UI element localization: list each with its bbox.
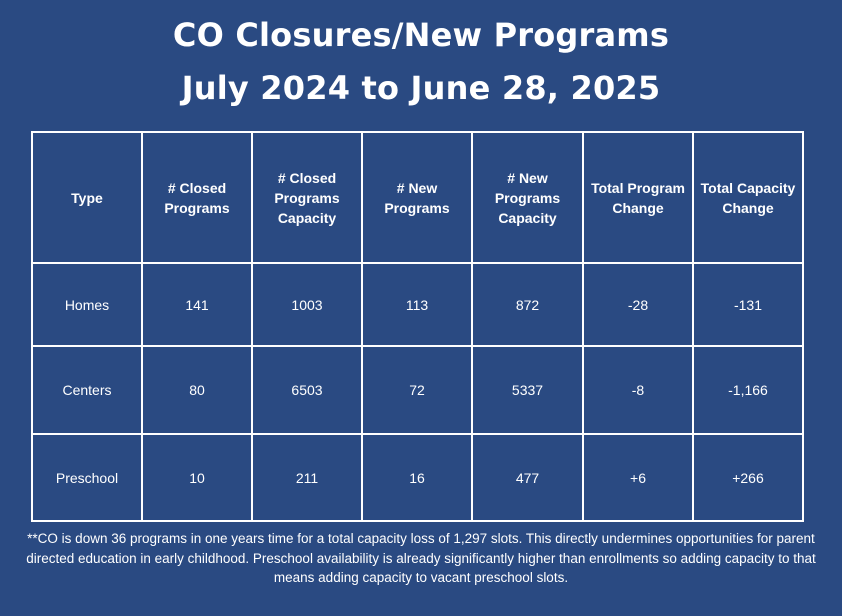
- header-type: Type: [31, 131, 143, 264]
- cell-new-capacity: 477: [471, 433, 584, 522]
- header-closed-programs: # Closed Programs: [141, 131, 253, 264]
- cell-closed-capacity: 211: [251, 433, 363, 522]
- closures-table: Type # Closed Programs # Closed Programs…: [31, 131, 804, 522]
- cell-capacity-change: -1,166: [692, 345, 804, 435]
- cell-program-change: +6: [582, 433, 694, 522]
- cell-type: Homes: [31, 262, 143, 347]
- page-subtitle-date-range: July 2024 to June 28, 2025: [181, 69, 661, 107]
- cell-program-change: -28: [582, 262, 694, 347]
- header-row: Type # Closed Programs # Closed Programs…: [31, 131, 804, 264]
- cell-type: Centers: [31, 345, 143, 435]
- table-row: Preschool 10 211 16 477 +6 +266: [31, 433, 804, 522]
- cell-new-capacity: 872: [471, 262, 584, 347]
- footnote: **CO is down 36 programs in one years ti…: [26, 531, 816, 585]
- header-total-program-change: Total Program Change: [582, 131, 694, 264]
- header-closed-programs-capacity: # Closed Programs Capacity: [251, 131, 363, 264]
- header-new-programs: # New Programs: [361, 131, 473, 264]
- table-row: Homes 141 1003 113 872 -28 -131: [31, 262, 804, 347]
- cell-capacity-change: +266: [692, 433, 804, 522]
- cell-closed-capacity: 6503: [251, 345, 363, 435]
- table-row: Centers 80 6503 72 5337 -8 -1,166: [31, 345, 804, 435]
- cell-type: Preschool: [31, 433, 143, 522]
- cell-closed-programs: 141: [141, 262, 253, 347]
- page-title: CO Closures/New Programs: [172, 16, 670, 54]
- cell-new-programs: 72: [361, 345, 473, 435]
- cell-capacity-change: -131: [692, 262, 804, 347]
- cell-program-change: -8: [582, 345, 694, 435]
- cell-new-programs: 113: [361, 262, 473, 347]
- cell-new-programs: 16: [361, 433, 473, 522]
- cell-new-capacity: 5337: [471, 345, 584, 435]
- cell-closed-capacity: 1003: [251, 262, 363, 347]
- cell-closed-programs: 10: [141, 433, 253, 522]
- header-total-capacity-change: Total Capacity Change: [692, 131, 804, 264]
- header-new-programs-capacity: # New Programs Capacity: [471, 131, 584, 264]
- cell-closed-programs: 80: [141, 345, 253, 435]
